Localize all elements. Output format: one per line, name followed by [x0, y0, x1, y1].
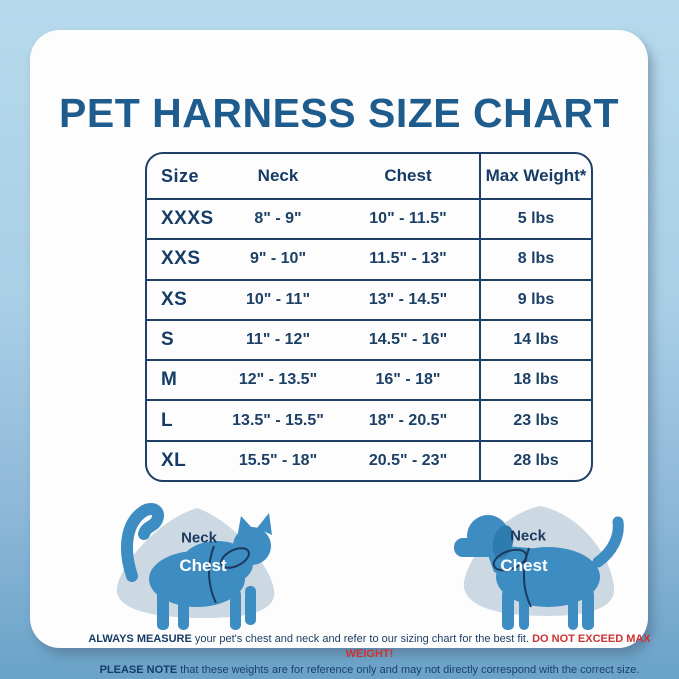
- column-header-size: Size: [161, 165, 200, 186]
- page-title: PET HARNESS SIZE CHART: [59, 90, 619, 136]
- max-weight-cell: 5 lbs: [479, 200, 591, 239]
- table-row: XL 15.5" - 18" 20.5" - 23" 28 lbs: [147, 439, 591, 480]
- cat-body: [121, 503, 272, 630]
- max-weight-cell: 14 lbs: [479, 320, 591, 360]
- size-cell: M: [161, 369, 178, 391]
- cat-illustration: Neck Chest: [102, 494, 287, 632]
- table-row: L 13.5" - 15.5" 18" - 20.5" 23 lbs: [147, 399, 591, 440]
- column-header-chest: Chest: [384, 166, 432, 185]
- chest-cell: 14.5" - 16": [368, 330, 448, 348]
- disclaimer-text: ALWAYS MEASURE your pet's chest and neck…: [76, 632, 663, 678]
- disclaimer-line2-body: that these weights are for reference onl…: [177, 663, 640, 676]
- table-row: XXXS 8" - 9" 10" - 11.5" 5 lbs: [147, 198, 591, 239]
- table-row: S 11" - 12" 14.5" - 16" 14 lbs: [147, 318, 591, 360]
- disclaimer-line-2: PLEASE NOTE that these weights are for r…: [76, 663, 663, 678]
- chest-measure-line: [208, 545, 217, 604]
- dog-silhouette-graphic: [454, 506, 624, 630]
- chest-cell: 13" - 14.5": [368, 290, 448, 308]
- content-card: PET HARNESS SIZE CHART Size Neck Chest M…: [30, 30, 651, 676]
- cat-neck-label: Neck: [181, 529, 217, 547]
- cat-chest-label: Chest: [179, 556, 227, 575]
- dog-neck-label: Neck: [510, 527, 546, 545]
- max-weight-warning: DO NOT EXCEED MAX WEIGHT!: [345, 633, 651, 661]
- table-row: XXS 9" - 10" 11.5" - 13" 8 lbs: [147, 238, 591, 279]
- size-table: Size Neck Chest Max Weight* XXXS 8" - 9"…: [145, 152, 593, 482]
- chest-cell: 16" - 18": [375, 371, 441, 389]
- max-weight-cell: 8 lbs: [479, 240, 591, 279]
- size-cell: XXS: [161, 248, 201, 270]
- neck-cell: 12" - 13.5": [238, 371, 318, 389]
- column-header-max-weight: Max Weight*: [479, 154, 591, 198]
- disclaimer-line-1: ALWAYS MEASURE your pet's chest and neck…: [76, 632, 663, 663]
- max-weight-cell: 9 lbs: [479, 280, 591, 319]
- table-row: M 12" - 13.5" 16" - 18" 18 lbs: [147, 359, 591, 400]
- chest-cell: 20.5" - 23": [368, 451, 448, 469]
- neck-cell: 11" - 12": [245, 330, 311, 348]
- chest-cell: 18" - 20.5": [368, 411, 448, 429]
- max-weight-cell: 28 lbs: [479, 441, 591, 480]
- dog-illustration: Neck Chest: [440, 494, 625, 632]
- neck-measure-line: [492, 548, 528, 572]
- size-cell: XL: [161, 449, 187, 471]
- size-cell: L: [161, 409, 174, 431]
- dog-chest-label: Chest: [500, 556, 548, 575]
- neck-measure-line: [220, 547, 250, 569]
- neck-cell: 15.5" - 18": [238, 451, 318, 469]
- neck-cell: 10" - 11": [245, 290, 311, 308]
- disclaimer-line1-body: your pet's chest and neck and refer to o…: [191, 633, 533, 645]
- size-cell: XS: [161, 288, 188, 310]
- chest-measure-line: [523, 547, 532, 608]
- neck-cell: 8" - 9": [254, 210, 302, 228]
- size-cell: XXXS: [161, 208, 214, 230]
- chest-cell: 11.5" - 13": [369, 250, 447, 268]
- max-weight-cell: 18 lbs: [479, 361, 591, 400]
- please-note-label: PLEASE NOTE: [99, 663, 178, 676]
- column-header-neck: Neck: [257, 166, 299, 185]
- neck-cell: 9" - 10": [249, 250, 307, 268]
- neck-cell: 13.5" - 15.5": [232, 411, 324, 429]
- table-row: XS 10" - 11" 13" - 14.5" 9 lbs: [147, 278, 591, 319]
- always-measure-label: ALWAYS MEASURE: [88, 633, 192, 645]
- size-cell: S: [161, 328, 175, 350]
- cat-silhouette-graphic: [116, 503, 275, 630]
- table-header-row: Size Neck Chest Max Weight*: [147, 154, 591, 198]
- max-weight-cell: 23 lbs: [479, 401, 591, 440]
- chest-cell: 10" - 11.5": [369, 210, 447, 228]
